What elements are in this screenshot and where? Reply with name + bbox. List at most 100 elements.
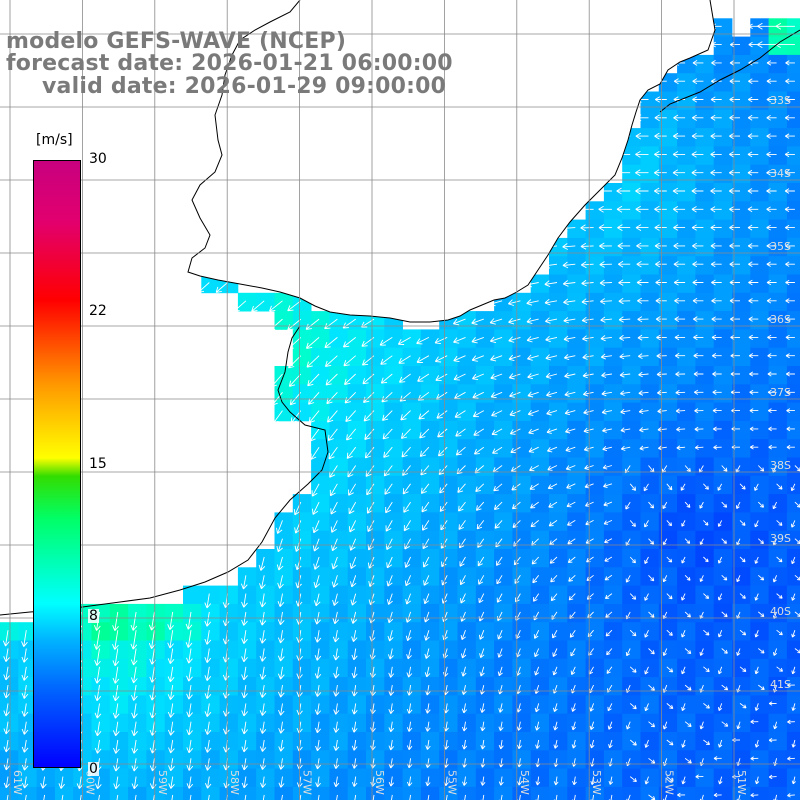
wind-arrow bbox=[167, 703, 175, 718]
wind-arrow bbox=[3, 703, 11, 717]
speed-cell bbox=[530, 457, 550, 477]
speed-cell bbox=[494, 347, 513, 367]
wind-arrow bbox=[204, 666, 212, 681]
speed-cell bbox=[567, 329, 586, 349]
wind-arrow bbox=[453, 355, 466, 363]
speed-cell bbox=[713, 237, 733, 257]
wind-arrow bbox=[349, 556, 357, 570]
speed-cell bbox=[750, 384, 769, 403]
model-title: modelo GEFS-WAVE (NCEP) bbox=[6, 29, 347, 54]
wind-arrow bbox=[583, 427, 594, 434]
wind-arrow bbox=[388, 703, 395, 714]
speed-cell bbox=[475, 384, 495, 403]
speed-cell bbox=[292, 494, 312, 513]
speed-cell bbox=[732, 640, 751, 660]
speed-cell bbox=[530, 603, 550, 623]
speed-cell bbox=[420, 439, 440, 458]
speed-cell bbox=[329, 457, 349, 477]
wind-arrow bbox=[766, 151, 777, 158]
speed-cell bbox=[256, 292, 275, 312]
wind-arrow bbox=[721, 538, 727, 544]
wind-arrow bbox=[747, 169, 759, 176]
wind-arrow bbox=[703, 666, 710, 673]
speed-cell bbox=[366, 457, 385, 477]
wind-arrow bbox=[493, 483, 503, 492]
wind-arrow bbox=[491, 410, 503, 417]
wind-arrow bbox=[424, 648, 431, 659]
speed-cell bbox=[494, 457, 513, 477]
wind-arrow bbox=[694, 426, 704, 432]
speed-cell bbox=[384, 640, 403, 660]
speed-cell bbox=[786, 402, 800, 422]
speed-cell bbox=[622, 567, 641, 586]
speed-cell bbox=[366, 512, 385, 532]
speed-cell bbox=[439, 402, 458, 422]
wind-arrow bbox=[130, 630, 138, 650]
speed-cell bbox=[567, 786, 586, 800]
wind-arrow bbox=[602, 427, 612, 433]
speed-cell bbox=[567, 622, 586, 641]
wind-arrow bbox=[608, 776, 614, 785]
speed-cell bbox=[512, 512, 532, 532]
wind-arrow bbox=[644, 593, 649, 601]
wind-arrow bbox=[711, 316, 722, 322]
speed-cell bbox=[475, 311, 495, 330]
speed-cell bbox=[603, 786, 623, 800]
wind-arrow bbox=[444, 794, 448, 800]
wind-arrow bbox=[589, 721, 595, 731]
speed-cell bbox=[677, 439, 696, 458]
speed-cell bbox=[677, 128, 696, 147]
speed-cell bbox=[274, 585, 294, 605]
speed-cell bbox=[750, 54, 769, 74]
speed-cell bbox=[384, 402, 403, 422]
speed-cell bbox=[439, 347, 458, 367]
wind-arrow bbox=[421, 501, 430, 513]
wind-arrow bbox=[758, 611, 765, 618]
speed-cell bbox=[695, 311, 715, 330]
speed-cell bbox=[603, 695, 623, 715]
speed-cell bbox=[768, 567, 788, 586]
wind-arrow bbox=[494, 520, 503, 529]
wind-arrow bbox=[510, 446, 521, 454]
speed-cell bbox=[677, 73, 696, 92]
wind-arrow bbox=[455, 446, 466, 456]
speed-cell bbox=[695, 366, 715, 385]
wind-arrow bbox=[546, 391, 558, 398]
wind-arrow bbox=[350, 575, 357, 588]
wind-arrow bbox=[310, 446, 320, 460]
wind-arrow bbox=[416, 355, 430, 363]
speed-cell bbox=[585, 366, 605, 385]
speed-cell bbox=[146, 786, 166, 800]
speed-cell bbox=[420, 475, 440, 495]
speed-cell bbox=[732, 603, 751, 623]
speed-cell bbox=[732, 786, 751, 800]
wind-arrow bbox=[604, 593, 613, 600]
wind-arrow bbox=[672, 206, 686, 213]
speed-cell bbox=[183, 677, 202, 696]
wind-arrow bbox=[493, 501, 503, 511]
speed-cell bbox=[732, 732, 751, 751]
speed-cell bbox=[530, 585, 550, 605]
speed-cell bbox=[530, 732, 550, 751]
wind-arrow bbox=[241, 648, 248, 663]
speed-cell bbox=[128, 677, 147, 696]
speed-cell bbox=[439, 640, 458, 660]
speed-cell bbox=[658, 201, 678, 220]
speed-cell bbox=[750, 713, 769, 733]
wind-arrow bbox=[601, 372, 612, 378]
speed-cell bbox=[768, 73, 788, 92]
speed-cell bbox=[695, 384, 715, 403]
speed-cell bbox=[585, 695, 605, 715]
wind-arrow bbox=[351, 648, 358, 661]
wind-arrow bbox=[383, 465, 393, 477]
speed-cell bbox=[512, 713, 532, 733]
speed-cell bbox=[366, 677, 385, 696]
speed-cell bbox=[292, 750, 312, 769]
wind-arrow bbox=[567, 520, 576, 526]
speed-cell bbox=[256, 622, 275, 641]
wind-arrow bbox=[549, 538, 558, 546]
speed-cell bbox=[347, 768, 367, 788]
wind-arrow bbox=[731, 444, 740, 450]
speed-cell bbox=[164, 640, 184, 660]
wind-arrow bbox=[278, 721, 285, 734]
